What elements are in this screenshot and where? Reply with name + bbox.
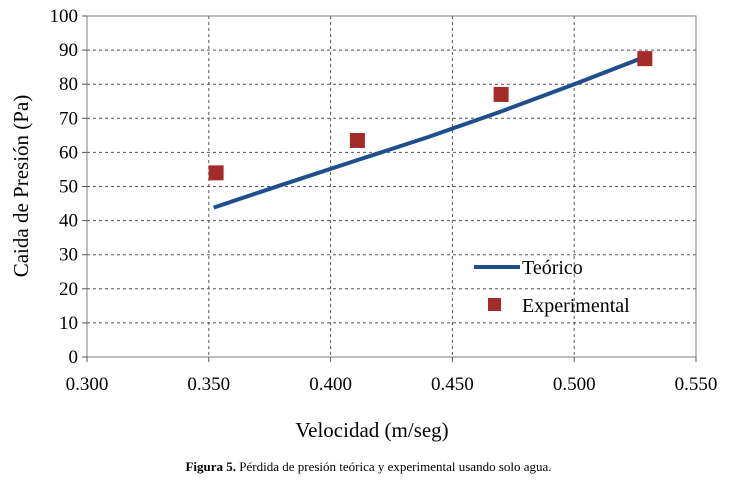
x-axis-title: Velocidad (m/seg) [295, 418, 448, 442]
figure-caption: Figura 5. Pérdida de presión teórica y e… [0, 459, 737, 475]
y-tick-label: 0 [69, 347, 79, 368]
chart: 0 10 20 30 40 50 60 70 80 90 100 0.300 0.350 0.400 0.4… [9, 6, 718, 442]
axes [82, 15, 697, 362]
scatter-point-experimental [637, 51, 653, 67]
caption-label: Figura 5. [185, 459, 237, 474]
legend: Teórico Experimental [474, 257, 630, 317]
y-tick-label: 50 [59, 177, 78, 198]
x-tick-label: 0.450 [431, 374, 474, 395]
x-tick-label: 0.550 [675, 374, 718, 395]
legend-marker-swatch [488, 298, 501, 311]
y-tick-label: 20 [59, 279, 78, 300]
series-line-teorico [213, 55, 646, 210]
plot-area [208, 51, 653, 210]
y-tick-label: 60 [59, 142, 78, 163]
scatter-point-experimental [208, 165, 224, 181]
scatter-point-experimental [349, 132, 365, 148]
grid [87, 16, 696, 357]
scatter-point-experimental [493, 86, 509, 102]
legend-label-teorico: Teórico [522, 257, 583, 279]
x-tick-label: 0.350 [187, 374, 230, 395]
x-tick-label: 0.500 [553, 374, 596, 395]
y-tick-label: 40 [59, 211, 78, 232]
y-tick-label: 90 [59, 40, 78, 61]
x-tick-label: 0.400 [309, 374, 352, 395]
x-tick-label: 0.300 [66, 374, 109, 395]
y-tick-label: 70 [59, 108, 78, 129]
y-tick-label: 30 [59, 245, 78, 266]
y-axis-title: Caida de Presión (Pa) [9, 95, 33, 278]
y-tick-label: 10 [59, 313, 78, 334]
y-tick-label: 80 [59, 74, 78, 95]
legend-label-experimental: Experimental [522, 295, 630, 317]
tick-labels: 0 10 20 30 40 50 60 70 80 90 100 0.300 0.350 0.400 0.4… [50, 6, 718, 395]
caption-text: Pérdida de presión teórica y experimenta… [236, 459, 552, 474]
y-tick-label: 100 [50, 6, 79, 27]
